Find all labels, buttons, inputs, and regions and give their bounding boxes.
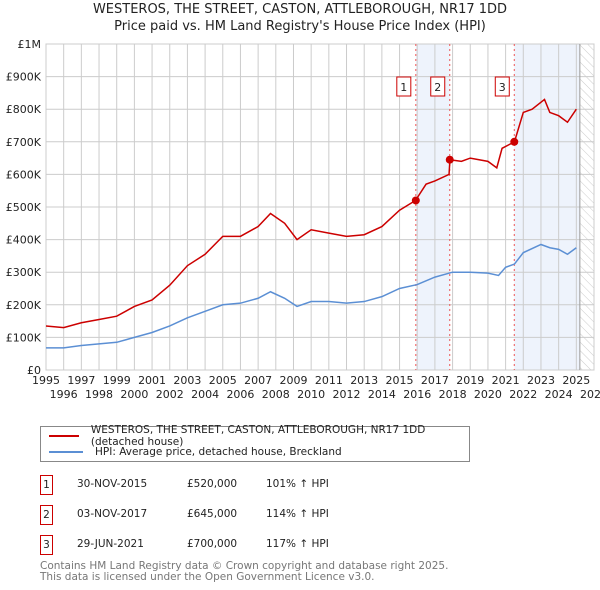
sale-box-label: 1	[400, 81, 407, 94]
sale-row: 3 29-JUN-2021 £700,000 117% ↑ HPI	[40, 535, 440, 555]
y-tick-label: £100K	[6, 331, 42, 344]
sale-badge: 1	[40, 475, 53, 495]
x-tick-label: 2004	[191, 388, 219, 401]
sale-box-label: 2	[434, 81, 441, 94]
y-tick-label: £300K	[6, 266, 42, 279]
series-line	[46, 243, 577, 349]
sale-badge: 3	[40, 535, 53, 555]
x-tick-label: 2000	[120, 388, 148, 401]
x-tick-label: 2018	[439, 388, 467, 401]
legend: WESTEROS, THE STREET, CASTON, ATTLEBOROU…	[40, 424, 470, 462]
footer: Contains HM Land Registry data © Crown c…	[40, 561, 448, 583]
x-tick-label: 2003	[173, 374, 201, 387]
legend-label: WESTEROS, THE STREET, CASTON, ATTLEBOROU…	[90, 424, 426, 448]
x-tick-label: 2022	[509, 388, 537, 401]
series-line	[45, 98, 577, 329]
x-tick-label: 1995	[32, 374, 60, 387]
y-tick-label: £0	[27, 364, 41, 377]
chart-subtitle: Price paid vs. HM Land Registry's House …	[114, 19, 486, 34]
y-tick-label: £600K	[6, 168, 42, 181]
x-tick-label: 2013	[350, 374, 378, 387]
x-tick-label: 2014	[368, 388, 396, 401]
sale-point	[510, 137, 519, 146]
x-tick-label: 1996	[50, 388, 78, 401]
x-tick-label: 2016	[403, 388, 431, 401]
x-tick-label: 1999	[103, 374, 131, 387]
sale-row: 2 03-NOV-2017 £645,000 114% ↑ HPI	[40, 505, 440, 525]
x-tick-label: 2005	[209, 374, 237, 387]
x-tick-label: 2001	[138, 374, 166, 387]
price-chart: 1995199619971998199920002001200220032004…	[6, 38, 600, 401]
sale-date: 30-NOV-2015	[77, 478, 148, 490]
x-tick-label: 2012	[333, 388, 361, 401]
x-tick-label: 2015	[386, 374, 414, 387]
y-tick-label: £500K	[6, 201, 42, 214]
sale-price: £645,000	[187, 508, 238, 520]
x-tick-label: 2019	[456, 374, 484, 387]
y-tick-label: £800K	[6, 103, 42, 116]
x-tick-label: 2021	[492, 374, 520, 387]
x-tick-label: 2006	[226, 388, 254, 401]
legend-item-hpi: HPI: Average price, detached house, Brec…	[41, 444, 342, 460]
y-tick-label: £200K	[6, 299, 42, 312]
x-tick-label: 2025	[562, 374, 590, 387]
plot-frame	[45, 43, 595, 371]
x-tick-label: 2023	[527, 374, 555, 387]
sale-hpi: 101% ↑ HPI	[266, 478, 329, 490]
x-tick-label: 2009	[279, 374, 307, 387]
sale-hpi: 117% ↑ HPI	[266, 538, 329, 550]
legend-item-property: WESTEROS, THE STREET, CASTON, ATTLEBOROU…	[41, 424, 469, 448]
sale-price: £520,000	[187, 478, 238, 490]
x-tick-label: 2002	[156, 388, 184, 401]
x-tick-label: 2010	[297, 388, 325, 401]
sale-box	[494, 76, 510, 97]
sale-badge: 2	[40, 505, 53, 525]
sale-point	[411, 196, 420, 205]
x-tick-label: 2008	[262, 388, 290, 401]
sale-box-label: 3	[499, 81, 506, 94]
x-tick-label: 2020	[474, 388, 502, 401]
footer-line: Contains HM Land Registry data © Crown c…	[40, 560, 449, 572]
sale-date: 29-JUN-2021	[77, 538, 144, 550]
x-tick-label: 2007	[244, 374, 272, 387]
y-tick-label: £700K	[6, 136, 42, 149]
x-tick-label: 1998	[85, 388, 113, 401]
y-tick-label: £900K	[6, 71, 42, 84]
x-tick-label: 2011	[315, 374, 343, 387]
y-tick-label: £400K	[6, 234, 42, 247]
sale-box	[430, 76, 446, 97]
legend-label: HPI: Average price, detached house, Brec…	[95, 446, 342, 458]
sale-hpi: 114% ↑ HPI	[266, 508, 329, 520]
sale-date: 03-NOV-2017	[77, 508, 148, 520]
sale-box	[396, 76, 412, 97]
y-tick-label: £1M	[18, 38, 42, 51]
x-tick-label: 2017	[421, 374, 449, 387]
x-tick-label: 2026	[580, 388, 600, 401]
footer-line: This data is licensed under the Open Gov…	[40, 571, 375, 583]
chart-title: WESTEROS, THE STREET, CASTON, ATTLEBOROU…	[92, 2, 508, 17]
x-tick-label: 2024	[545, 388, 573, 401]
x-tick-label: 1997	[67, 374, 95, 387]
sale-price: £700,000	[187, 538, 238, 550]
sale-point	[445, 155, 454, 164]
sale-row: 1 30-NOV-2015 £520,000 101% ↑ HPI	[40, 475, 440, 495]
